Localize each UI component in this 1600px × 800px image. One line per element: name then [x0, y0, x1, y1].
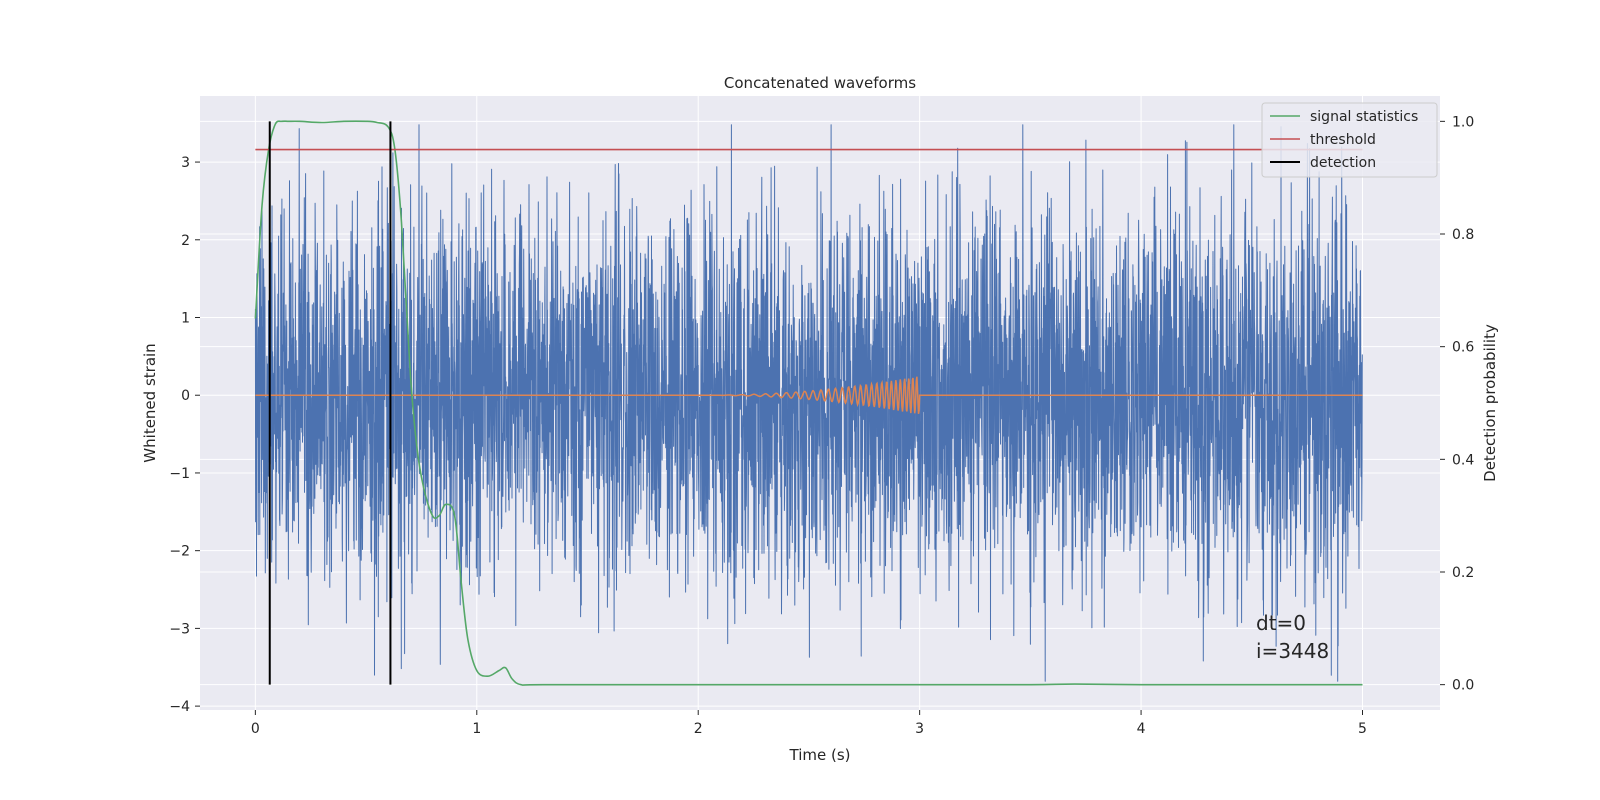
- axis-ticks: 0 1 2 3 4 5 −4 −3 −2 −1 0 1 2 3 0.0 0.2 0.4 0.6 0.8 1.0: [169, 114, 1474, 737]
- y-tick-label: −2: [169, 544, 190, 560]
- x-tick-label: 3: [915, 721, 924, 737]
- chart-title: Concatenated waveforms: [724, 74, 916, 92]
- y2-tick-label: 0.0: [1452, 678, 1474, 694]
- signal-statistics-series: [254, 120, 1363, 686]
- strain-series: [254, 124, 1363, 682]
- annotation-index: i=3448: [1256, 639, 1329, 663]
- annotation-dt: dt=0: [1256, 611, 1306, 635]
- y2-tick-label: 0.6: [1452, 340, 1474, 356]
- y-tick-label: 0: [181, 388, 190, 404]
- y-tick-label: −4: [169, 699, 190, 715]
- x-tick-label: 0: [251, 721, 260, 737]
- legend: signal statistics threshold detection: [1261, 102, 1438, 178]
- detection-series: [268, 121, 392, 685]
- y-tick-label: 2: [181, 233, 190, 249]
- x-tick-label: 2: [694, 721, 703, 737]
- legend-label-detection: detection: [1310, 155, 1376, 171]
- y-tick-label: 3: [181, 155, 190, 171]
- legend-label-threshold: threshold: [1310, 132, 1376, 148]
- injection-line: [255, 376, 1363, 415]
- x-tick-label: 4: [1137, 721, 1146, 737]
- y-tick-label: −3: [169, 621, 190, 637]
- legend-label-signal-statistics: signal statistics: [1310, 109, 1418, 125]
- y-axis-label: Whitened strain: [141, 343, 159, 462]
- y2-tick-label: 0.8: [1452, 227, 1474, 243]
- x-tick-label: 1: [472, 721, 481, 737]
- y2-tick-label: 1.0: [1452, 114, 1474, 130]
- x-tick-label: 5: [1358, 721, 1367, 737]
- y2-tick-label: 0.2: [1452, 565, 1474, 581]
- signal-statistics-line: [254, 120, 1363, 686]
- x-axis-label: Time (s): [789, 746, 851, 764]
- strain-line: [254, 124, 1363, 682]
- y2-tick-label: 0.4: [1452, 452, 1474, 468]
- legend-box: [1261, 102, 1438, 178]
- y-tick-label: −1: [169, 466, 190, 482]
- y-tick-label: 1: [181, 311, 190, 327]
- injection-series: [255, 376, 1363, 415]
- y2-axis-label: Detection probability: [1481, 324, 1499, 482]
